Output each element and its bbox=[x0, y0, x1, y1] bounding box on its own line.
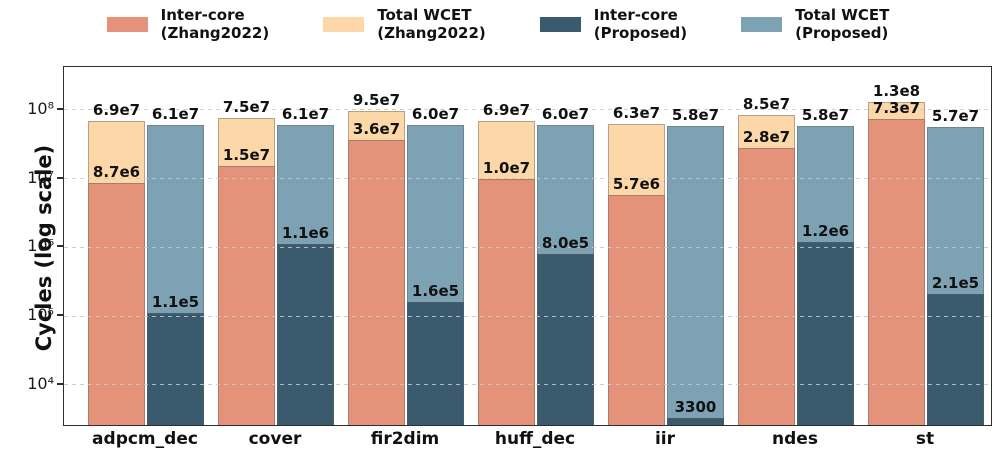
x-tick-label: fir2dim bbox=[370, 429, 440, 449]
value-label-total-wcet-proposed: 6.1e7 bbox=[151, 104, 200, 123]
value-label-total-wcet-zhang2022: 6.9e7 bbox=[482, 100, 531, 119]
value-label-inter-core-zhang2022: 1.5e7 bbox=[222, 146, 271, 165]
value-label-total-wcet-zhang2022: 1.3e8 bbox=[872, 82, 921, 100]
chart-legend: Inter-core (Zhang2022) Total WCET (Zhang20… bbox=[0, 6, 996, 42]
legend-label-inter-core-zhang2022: Inter-core (Zhang2022) bbox=[161, 6, 270, 42]
bar-inter-core-zhang2022 bbox=[868, 119, 925, 425]
bar-inter-core-proposed bbox=[537, 253, 594, 425]
legend-label-line2: (Zhang2022) bbox=[377, 24, 486, 42]
x-tick-label: ndes bbox=[772, 429, 818, 449]
legend-swatch-total-wcet-proposed bbox=[741, 16, 783, 32]
value-label-inter-core-proposed: 1.2e6 bbox=[801, 221, 850, 240]
x-tick-label: huff_dec bbox=[494, 429, 576, 449]
bar-inter-core-proposed bbox=[277, 244, 334, 425]
y-axis-tick bbox=[57, 382, 63, 385]
bar-inter-core-zhang2022 bbox=[348, 140, 405, 425]
value-label-inter-core-zhang2022: 1.0e7 bbox=[482, 158, 531, 177]
value-label-total-wcet-zhang2022: 6.3e7 bbox=[612, 103, 661, 122]
value-label-total-wcet-zhang2022: 8.5e7 bbox=[742, 94, 791, 113]
value-label-total-wcet-proposed: 6.1e7 bbox=[281, 104, 330, 123]
y-tick-label: 10⁵ bbox=[27, 305, 54, 325]
y-tick-label: 10⁴ bbox=[27, 373, 54, 393]
value-label-inter-core-proposed: 1.1e6 bbox=[281, 224, 330, 243]
gridline bbox=[64, 384, 991, 386]
y-axis-tick bbox=[57, 245, 63, 248]
legend-label-total-wcet-zhang2022: Total WCET (Zhang2022) bbox=[377, 6, 486, 42]
bar-inter-core-proposed bbox=[667, 417, 724, 425]
y-axis-tick bbox=[57, 107, 63, 110]
legend-label-total-wcet-proposed: Total WCET (Proposed) bbox=[795, 6, 889, 42]
gridline bbox=[64, 246, 991, 248]
gridline bbox=[64, 315, 991, 317]
legend-label-line2: (Zhang2022) bbox=[160, 24, 270, 42]
value-label-inter-core-proposed: 3300 bbox=[674, 397, 717, 416]
value-label-inter-core-zhang2022: 3.6e7 bbox=[352, 120, 401, 139]
legend-item-inter-core-zhang2022: Inter-core (Zhang2022) bbox=[106, 6, 270, 42]
value-label-total-wcet-zhang2022: 9.5e7 bbox=[352, 91, 401, 110]
legend-label-inter-core-proposed: Inter-core (Proposed) bbox=[594, 6, 687, 42]
bar-inter-core-zhang2022 bbox=[218, 166, 275, 425]
legend-label-line1: Total WCET bbox=[377, 6, 472, 24]
y-tick-label: 10⁶ bbox=[27, 236, 54, 256]
value-label-inter-core-zhang2022: 5.7e6 bbox=[612, 175, 661, 194]
value-label-inter-core-zhang2022: 7.3e7 bbox=[872, 99, 921, 118]
legend-swatch-inter-core-zhang2022 bbox=[106, 16, 148, 32]
gridline bbox=[64, 109, 991, 111]
value-label-inter-core-proposed: 1.6e5 bbox=[411, 282, 460, 301]
value-label-total-wcet-zhang2022: 7.5e7 bbox=[222, 98, 271, 117]
y-tick-label: 10⁸ bbox=[27, 98, 54, 118]
legend-swatch-total-wcet-zhang2022 bbox=[323, 16, 365, 32]
bar-inter-core-zhang2022 bbox=[738, 147, 795, 425]
value-label-inter-core-proposed: 1.1e5 bbox=[151, 293, 200, 312]
x-tick-label: st bbox=[915, 429, 935, 449]
y-axis-tick bbox=[57, 314, 63, 317]
bar-inter-core-zhang2022 bbox=[608, 195, 665, 425]
legend-item-total-wcet-proposed: Total WCET (Proposed) bbox=[741, 6, 889, 42]
y-axis-tick bbox=[57, 176, 63, 179]
value-label-total-wcet-proposed: 6.0e7 bbox=[541, 105, 590, 124]
bar-inter-core-proposed bbox=[797, 241, 854, 425]
value-label-inter-core-proposed: 2.1e5 bbox=[931, 273, 980, 292]
legend-label-line2: (Proposed) bbox=[795, 24, 889, 42]
legend-item-total-wcet-zhang2022: Total WCET (Zhang2022) bbox=[323, 6, 486, 42]
x-tick-label: cover bbox=[248, 429, 302, 449]
x-tick-label: adpcm_dec bbox=[92, 429, 198, 449]
legend-item-inter-core-proposed: Inter-core (Proposed) bbox=[539, 6, 687, 42]
value-label-total-wcet-proposed: 5.7e7 bbox=[931, 106, 980, 125]
value-label-total-wcet-proposed: 5.8e7 bbox=[801, 106, 850, 125]
value-label-total-wcet-proposed: 5.8e7 bbox=[671, 106, 720, 125]
legend-label-line1: Inter-core bbox=[593, 6, 678, 24]
gridline bbox=[64, 178, 991, 180]
legend-label-line2: (Proposed) bbox=[593, 24, 688, 42]
bar-inter-core-proposed bbox=[927, 293, 984, 425]
legend-label-line1: Total WCET bbox=[795, 6, 890, 24]
value-label-total-wcet-proposed: 6.0e7 bbox=[411, 105, 460, 124]
legend-swatch-inter-core-proposed bbox=[539, 16, 581, 32]
legend-label-line1: Inter-core bbox=[160, 6, 245, 24]
bar-inter-core-proposed bbox=[407, 302, 464, 425]
value-label-total-wcet-zhang2022: 6.9e7 bbox=[92, 100, 141, 119]
bar-inter-core-zhang2022 bbox=[478, 178, 535, 425]
value-label-inter-core-zhang2022: 2.8e7 bbox=[742, 127, 791, 146]
bar-inter-core-proposed bbox=[147, 313, 204, 425]
bar-total-wcet-proposed bbox=[667, 126, 724, 425]
y-tick-label: 10⁷ bbox=[27, 167, 54, 187]
plot-area: 6.9e7 8.7e6 6.1e7 1.1e5 7.5e7 1.5e7 6.1e7 1.1e6… bbox=[63, 66, 992, 426]
value-label-inter-core-proposed: 8.0e5 bbox=[541, 233, 590, 252]
x-tick-label: iir bbox=[654, 429, 676, 449]
value-label-inter-core-zhang2022: 8.7e6 bbox=[92, 162, 141, 181]
